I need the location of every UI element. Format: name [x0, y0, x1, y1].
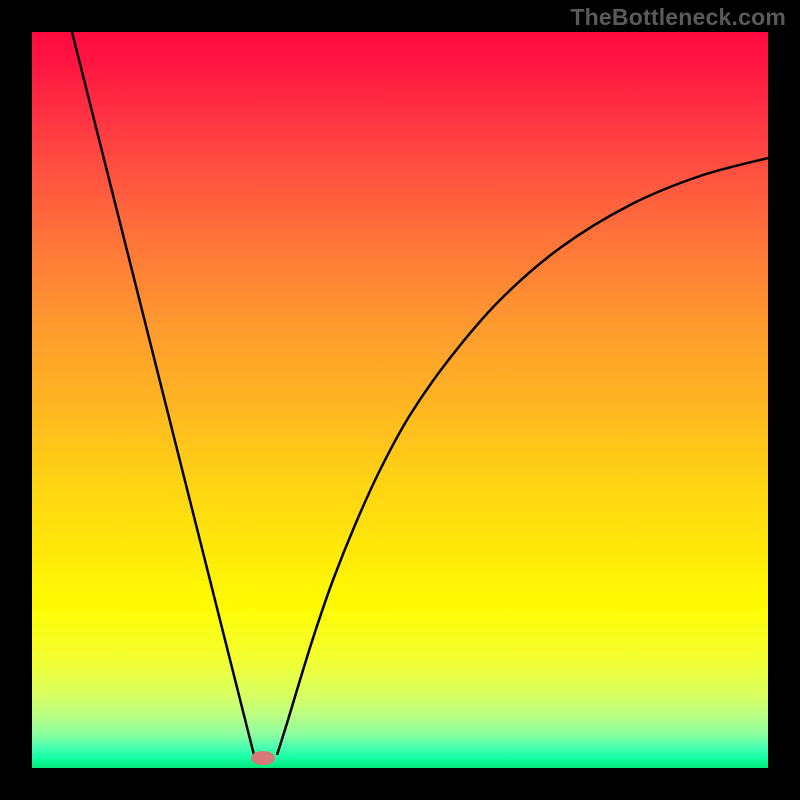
watermark-text: TheBottleneck.com: [570, 4, 786, 31]
bottleneck-chart: [0, 0, 800, 800]
bottleneck-marker: [251, 751, 275, 765]
plot-area: [32, 32, 768, 768]
